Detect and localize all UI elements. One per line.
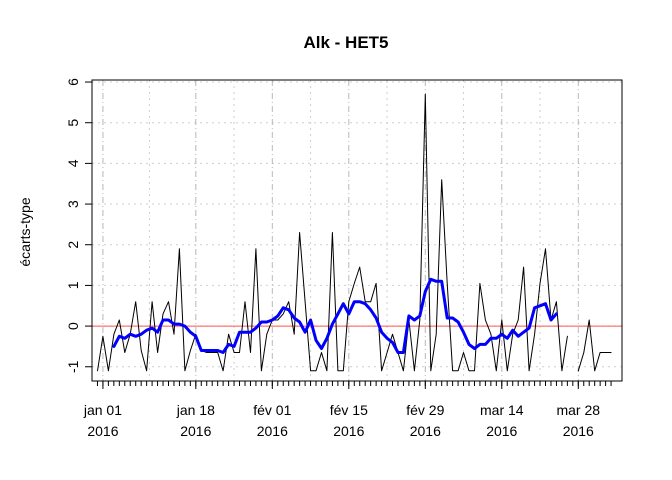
x-tick-year: 2016	[180, 423, 211, 439]
x-tick-year: 2016	[486, 423, 517, 439]
x-tick-label: fév 01	[253, 402, 291, 418]
x-tick-year: 2016	[563, 423, 594, 439]
x-tick-label: jan 18	[176, 402, 215, 418]
x-tick-year: 2016	[410, 423, 441, 439]
y-tick-label: 0	[65, 322, 81, 330]
grid	[92, 80, 622, 381]
y-tick-label: -1	[65, 360, 81, 373]
chart-title: Alk - HET5	[303, 33, 388, 52]
series-line-daily	[97, 93, 612, 372]
y-tick-label: 4	[65, 159, 81, 167]
series-line-smoothed	[112, 277, 558, 354]
y-tick-label: 3	[65, 200, 81, 208]
x-tick-label: fév 29	[406, 402, 444, 418]
x-tick-label: jan 01	[83, 402, 122, 418]
x-axis: jan 01 2016 jan 18 2016 fév 01 2016 fév 15 2016…	[83, 381, 612, 439]
x-tick-label: fév 15	[330, 402, 368, 418]
series-layer	[97, 93, 612, 372]
y-tick-label: 6	[65, 78, 81, 86]
x-tick-label: mar 14	[480, 402, 524, 418]
y-tick-label: 2	[65, 241, 81, 249]
x-tick-year: 2016	[257, 423, 288, 439]
y-axis-label: écarts-type	[17, 197, 33, 266]
plot-frame	[91, 79, 623, 382]
y-tick-label: 1	[65, 281, 81, 289]
x-tick-year: 2016	[87, 423, 118, 439]
y-axis: -1 0 1 2 3 4 5 6	[65, 78, 92, 373]
x-tick-year: 2016	[333, 423, 364, 439]
y-tick-label: 5	[65, 119, 81, 127]
x-tick-label: mar 28	[556, 402, 600, 418]
